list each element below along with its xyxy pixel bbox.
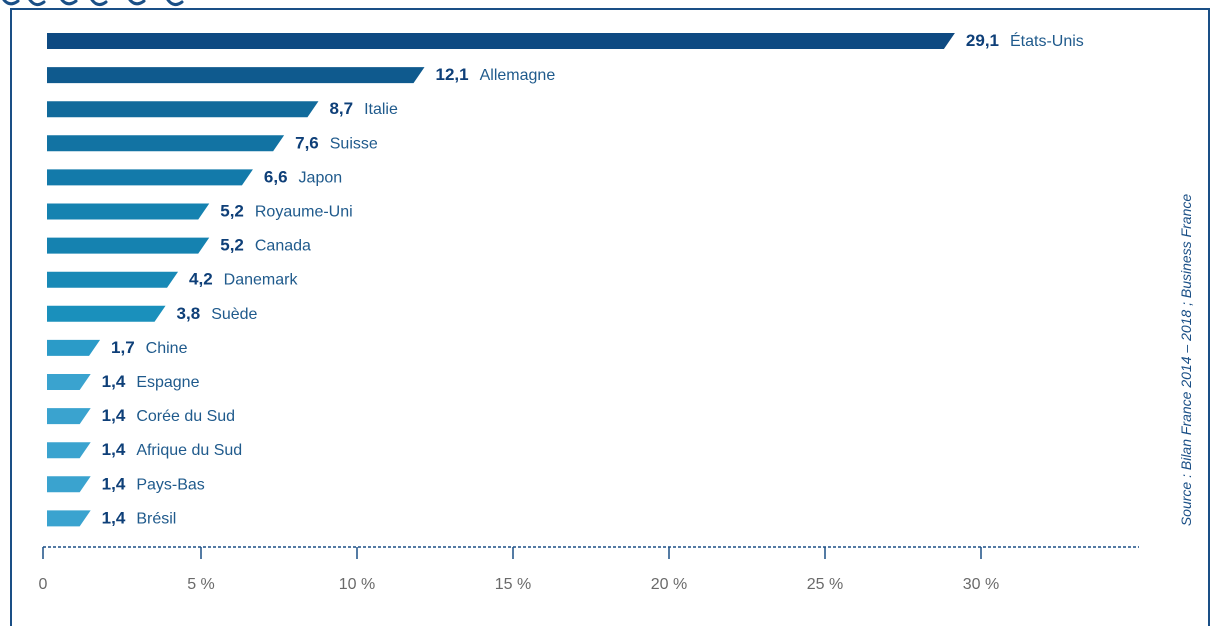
x-tick-label: 0	[39, 576, 48, 593]
bar	[47, 339, 101, 356]
bar	[47, 203, 210, 220]
bar	[47, 237, 210, 254]
bar	[47, 33, 955, 49]
x-tick-label: 30 %	[963, 576, 999, 593]
bar	[47, 305, 166, 322]
bar	[47, 510, 91, 527]
x-axis: 0 5 % 10 % 15 % 20 % 25 % 30 %	[39, 546, 1139, 593]
bar-category-label: Corée du Sud	[136, 408, 235, 425]
bar-value-label: 5,2	[220, 202, 244, 221]
bar-category-label: Royaume-Uni	[255, 204, 353, 221]
bar	[47, 271, 179, 288]
bar-category-label: Brésil	[136, 510, 176, 527]
bar-value-label: 1,4	[102, 406, 126, 425]
bar	[47, 101, 319, 118]
bar-value-label: 12,1	[436, 65, 469, 84]
x-tick-label: 10 %	[339, 576, 375, 593]
bar	[47, 67, 425, 84]
bar-category-label: Suède	[211, 306, 257, 323]
bar-category-label: Allemagne	[480, 67, 556, 84]
bar-category-label: Espagne	[136, 374, 199, 391]
source-note: Source : Bilan France 2014 – 2018 ; Busi…	[1178, 193, 1194, 527]
bar-value-label: 1,4	[102, 440, 126, 459]
bar	[47, 374, 91, 390]
bar-value-label: 29,1	[966, 31, 999, 50]
bar-value-label: 1,4	[102, 474, 126, 493]
chart-frame	[10, 8, 1210, 626]
x-tick-label: 15 %	[495, 576, 531, 593]
bar-value-label: 7,6	[295, 133, 319, 152]
bar-category-label: Canada	[255, 238, 311, 255]
bar-category-label: Danemark	[224, 272, 299, 289]
bar-category-label: Italie	[364, 101, 398, 118]
bar-value-label: 3,8	[177, 304, 201, 323]
bar-category-label: États-Unis	[1010, 31, 1084, 50]
bar	[47, 476, 91, 493]
bar-category-label: Chine	[146, 340, 188, 357]
bar-value-label: 6,6	[264, 167, 288, 186]
bar-value-label: 4,2	[189, 270, 213, 289]
bar-category-label: Afrique du Sud	[136, 442, 242, 459]
bars-layer: 29,1 États-Unis 12,1 Allemagne 8,7 Italie 7,6 S…	[47, 31, 1084, 527]
bar-value-label: 1,7	[111, 338, 135, 357]
bar-category-label: Japon	[299, 169, 343, 186]
x-tick-label: 20 %	[651, 576, 687, 593]
bar-value-label: 1,4	[102, 508, 126, 527]
x-tick-label: 25 %	[807, 576, 843, 593]
bar	[47, 135, 285, 152]
header-title-fragment	[2, 0, 184, 7]
bar	[47, 169, 253, 186]
bar-value-label: 1,4	[102, 372, 126, 391]
x-tick-label: 5 %	[187, 576, 215, 593]
bar-category-label: Suisse	[330, 135, 378, 152]
bar	[47, 408, 91, 425]
bar	[47, 442, 91, 459]
bar-value-label: 8,7	[329, 99, 353, 118]
bar-category-label: Pays-Bas	[136, 476, 204, 493]
bar-value-label: 5,2	[220, 236, 244, 255]
